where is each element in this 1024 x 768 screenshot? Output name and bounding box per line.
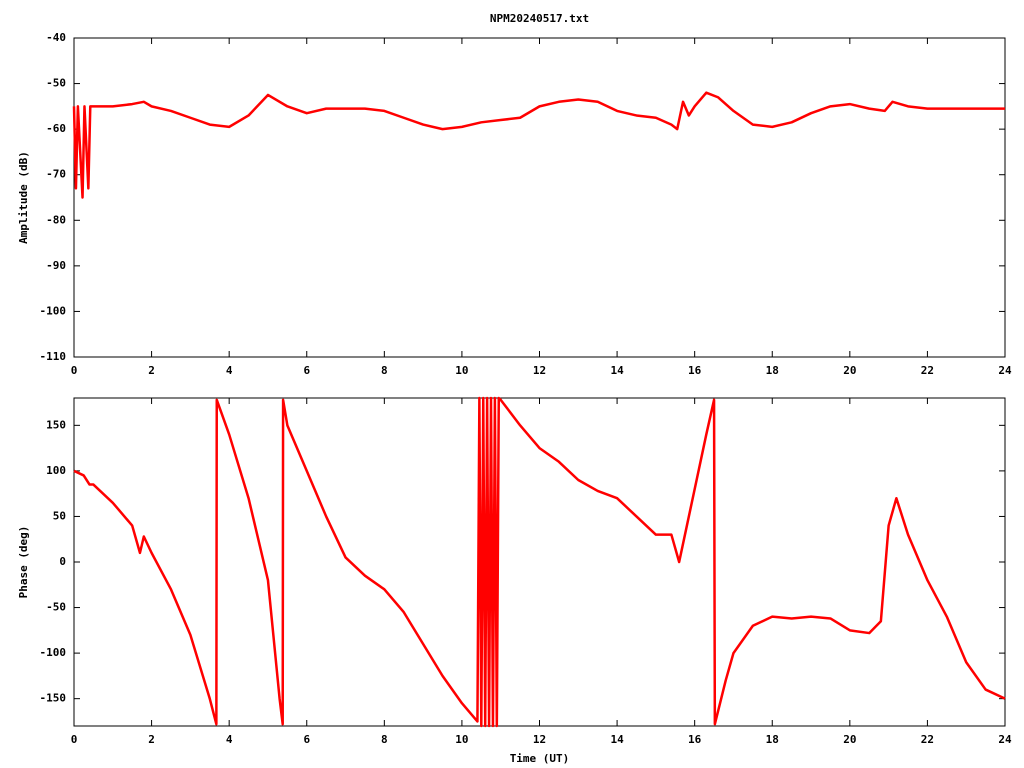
y-tick-label: 0 — [59, 555, 66, 568]
x-tick-label: 10 — [455, 364, 468, 377]
x-tick-label: 16 — [688, 364, 702, 377]
y-tick-label: -150 — [40, 692, 67, 705]
y-tick-label: -50 — [46, 77, 66, 90]
x-tick-label: 6 — [303, 364, 310, 377]
x-tick-label: 16 — [688, 733, 702, 746]
x-axis-label: Time (UT) — [510, 752, 570, 765]
x-tick-label: 4 — [226, 733, 233, 746]
x-tick-label: 18 — [766, 733, 779, 746]
x-tick-label: 22 — [921, 364, 934, 377]
plot-frame — [73, 37, 1006, 358]
x-tick-label: 0 — [71, 733, 78, 746]
x-tick-label: 12 — [533, 733, 546, 746]
y-tick-label: 50 — [53, 509, 66, 522]
data-line — [72, 91, 1005, 199]
x-tick-label: 14 — [610, 733, 624, 746]
y-tick-label: -90 — [46, 259, 66, 272]
y-tick-label: -110 — [40, 350, 67, 363]
y-tick-label: -60 — [46, 122, 66, 135]
x-tick-label: 10 — [455, 733, 468, 746]
y-tick-label: -50 — [46, 601, 66, 614]
x-tick-label: 24 — [998, 733, 1012, 746]
y-axis-label: Amplitude (dB) — [17, 151, 30, 244]
y-tick-label: -100 — [40, 304, 67, 317]
x-tick-label: 14 — [610, 364, 624, 377]
y-tick-label: 100 — [46, 464, 66, 477]
x-tick-label: 2 — [148, 364, 155, 377]
x-tick-label: 22 — [921, 733, 934, 746]
x-tick-label: 12 — [533, 364, 546, 377]
y-tick-label: -70 — [46, 168, 66, 181]
y-tick-label: 150 — [46, 418, 66, 431]
x-tick-label: 2 — [148, 733, 155, 746]
y-tick-label: -80 — [46, 213, 66, 226]
x-tick-label: 0 — [71, 364, 78, 377]
x-tick-label: 4 — [226, 364, 233, 377]
x-tick-label: 18 — [766, 364, 779, 377]
x-tick-label: 20 — [843, 733, 856, 746]
x-tick-label: 6 — [303, 733, 310, 746]
y-tick-label: -100 — [40, 646, 67, 659]
data-line — [73, 396, 1006, 728]
x-tick-label: 24 — [998, 364, 1012, 377]
y-tick-label: -40 — [46, 31, 66, 44]
y-axis-label: Phase (deg) — [17, 526, 30, 599]
chart-title: NPM20240517.txt — [490, 12, 589, 25]
x-tick-label: 8 — [381, 733, 388, 746]
x-tick-label: 20 — [843, 364, 856, 377]
x-tick-label: 8 — [381, 364, 388, 377]
